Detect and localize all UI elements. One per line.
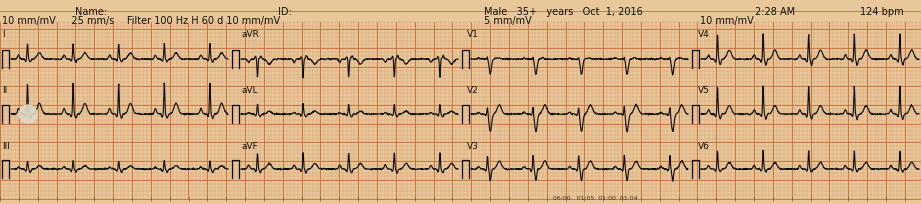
- Text: aVF: aVF: [242, 142, 259, 151]
- Text: 5 mm/mV: 5 mm/mV: [484, 16, 531, 26]
- Text: III: III: [2, 142, 10, 151]
- Text: ID:: ID:: [278, 7, 292, 17]
- Text: V3: V3: [467, 142, 479, 151]
- Text: 10 mm/mV     25 mm/s    Filter 100 Hz H 60 d 10 mm/mV: 10 mm/mV 25 mm/s Filter 100 Hz H 60 d 10…: [2, 16, 280, 26]
- Circle shape: [19, 105, 37, 123]
- Text: 06:00   01:05  01:00  01:04: 06:00 01:05 01:00 01:04: [553, 196, 637, 201]
- Text: aVR: aVR: [242, 30, 260, 39]
- Text: 10 mm/mV: 10 mm/mV: [700, 16, 753, 26]
- Text: V1: V1: [467, 30, 479, 39]
- Text: II: II: [2, 86, 7, 95]
- Text: I: I: [2, 30, 5, 39]
- Text: V2: V2: [467, 86, 479, 95]
- Text: V6: V6: [698, 142, 710, 151]
- Text: V5: V5: [698, 86, 710, 95]
- Text: 124 bpm: 124 bpm: [860, 7, 904, 17]
- Text: V4: V4: [698, 30, 710, 39]
- Text: Male   35+   years   Oct  1, 2016: Male 35+ years Oct 1, 2016: [484, 7, 643, 17]
- Text: aVL: aVL: [242, 86, 259, 95]
- Text: 2:28 AM: 2:28 AM: [755, 7, 795, 17]
- Text: Name:: Name:: [75, 7, 107, 17]
